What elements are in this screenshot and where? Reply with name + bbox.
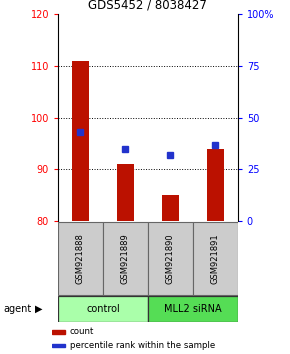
FancyBboxPatch shape: [58, 222, 103, 295]
Text: GSM921891: GSM921891: [211, 233, 220, 284]
Text: MLL2 siRNA: MLL2 siRNA: [164, 304, 222, 314]
Bar: [52, 330, 65, 333]
Bar: [72, 61, 89, 221]
Bar: [207, 149, 224, 221]
Text: GSM921890: GSM921890: [166, 233, 175, 284]
Text: control: control: [86, 304, 120, 314]
Text: count: count: [70, 327, 94, 336]
Text: agent: agent: [3, 304, 31, 314]
FancyBboxPatch shape: [148, 222, 193, 295]
Bar: [162, 195, 179, 221]
Text: ▶: ▶: [35, 304, 42, 314]
FancyBboxPatch shape: [103, 222, 148, 295]
Bar: [117, 164, 134, 221]
Text: GSM921888: GSM921888: [76, 233, 85, 284]
FancyBboxPatch shape: [58, 296, 148, 321]
Bar: [52, 344, 65, 347]
FancyBboxPatch shape: [193, 222, 238, 295]
Text: percentile rank within the sample: percentile rank within the sample: [70, 341, 215, 350]
FancyBboxPatch shape: [148, 296, 238, 321]
Text: GSM921889: GSM921889: [121, 233, 130, 284]
Title: GDS5452 / 8038427: GDS5452 / 8038427: [88, 0, 207, 12]
